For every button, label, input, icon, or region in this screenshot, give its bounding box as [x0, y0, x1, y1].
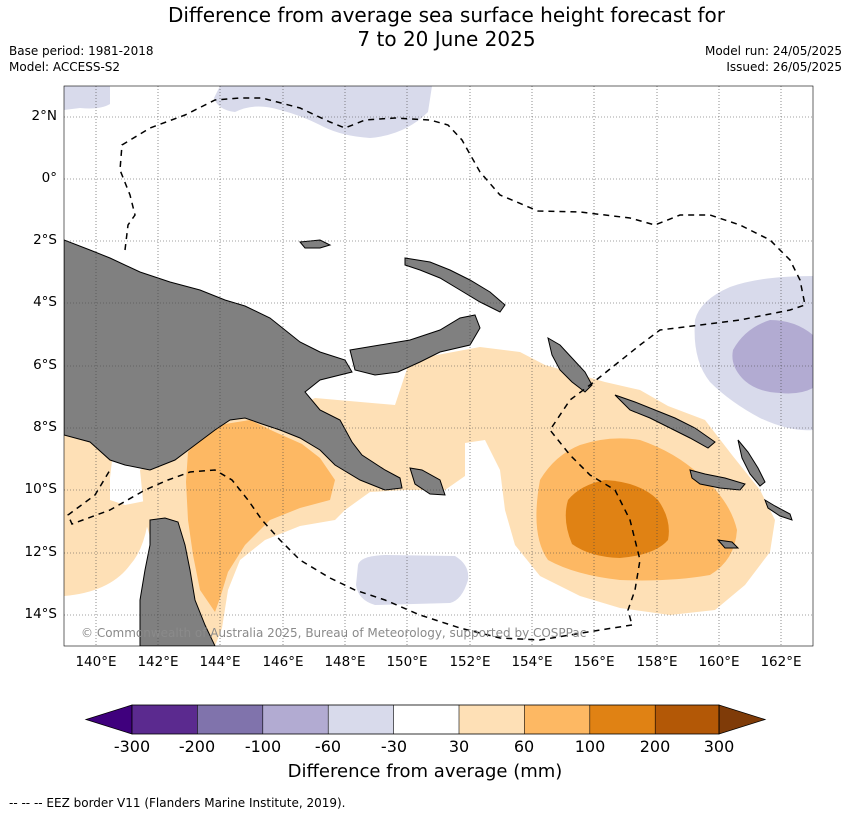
eez-border-png-north: [119, 97, 806, 626]
lat-label-10s: 10°S: [24, 481, 58, 497]
colorbar-segment-2: [197, 705, 263, 734]
lat-label-6s: 6°S: [33, 357, 57, 373]
colorbar-segment-7: [524, 705, 590, 734]
manus-island: [299, 239, 332, 249]
colorbar-label: 60: [513, 737, 535, 756]
colorbar-label: -300: [113, 737, 151, 756]
grid-lines: [64, 86, 813, 646]
colorbar-label: 300: [703, 737, 735, 756]
colorbar-segment-8: [589, 705, 656, 734]
colorbar-label: -200: [178, 737, 216, 756]
anomaly-negative-30-north: [64, 86, 110, 110]
base-period: Base period: 1981-2018: [9, 44, 154, 58]
colorbar-segment-4: [328, 705, 394, 734]
map-frame: [63, 85, 814, 647]
lat-label-8s: 8°S: [33, 419, 57, 435]
lon-label-158e: 158°E: [636, 654, 678, 670]
colorbar-label: -60: [314, 737, 342, 756]
model-run: Model run: 24/05/2025: [704, 44, 842, 58]
lat-label-4s: 4°S: [33, 294, 57, 310]
lat-label-2s: 2°S: [33, 232, 57, 248]
makira: [764, 498, 793, 521]
lon-label-156e: 156°E: [573, 654, 615, 670]
cape-york: [139, 517, 216, 646]
land-masses: [64, 239, 793, 646]
colorbar-segment-1: [132, 705, 198, 734]
model-name: Model: ACCESS-S2: [9, 60, 121, 74]
eez-legend: -- -- -- EEZ border V11 (Flanders Marine…: [9, 796, 346, 810]
title-line-1: Difference from average sea surface heig…: [167, 3, 726, 27]
anomaly-positive-100-east: [565, 480, 669, 558]
issued-date: Issued: 26/05/2025: [726, 60, 842, 74]
new-guinea: [64, 239, 403, 491]
lat-label-2n: 2°N: [31, 108, 57, 124]
malaita: [737, 439, 766, 487]
colorbar-segment-9: [655, 705, 719, 734]
negative-anomaly-regions: [64, 86, 813, 605]
new-britain: [349, 314, 481, 376]
lon-label-144e: 144°E: [199, 654, 241, 670]
colorbar-label: -100: [244, 737, 282, 756]
dentrecasteaux-islands: [409, 467, 446, 496]
meta-left: Base period: 1981-2018 Model: ACCESS-S2: [9, 43, 154, 75]
map-area: [64, 86, 813, 646]
colorbar-label: 30: [448, 737, 470, 756]
new-ireland: [404, 257, 506, 313]
bougainville: [547, 336, 593, 393]
lon-label-154e: 154°E: [511, 654, 553, 670]
lat-label-0: 0°: [41, 170, 57, 186]
lon-label-162e: 162°E: [760, 654, 802, 670]
colorbar-title: Difference from average (mm): [287, 761, 563, 782]
copyright-notice: © Commonwealth of Australia 2025, Bureau…: [81, 626, 587, 640]
lon-label-140e: 140°E: [75, 654, 117, 670]
lon-label-150e: 150°E: [386, 654, 428, 670]
colorbar-label: 200: [639, 737, 671, 756]
meta-right: Model run: 24/05/2025 Issued: 26/05/2025: [705, 43, 842, 75]
title-line-2: 7 to 20 June 2025: [357, 27, 536, 51]
santa-isabel: [614, 394, 716, 449]
colorbar-extend-high: [718, 704, 767, 735]
anomaly-negative-30-south: [356, 555, 469, 605]
colorbar-extend-low: [84, 704, 133, 735]
eez-border-png-south: [67, 469, 633, 641]
colorbar-label: -30: [380, 737, 408, 756]
colorbar-segment-3: [262, 705, 329, 734]
chart-title: Difference from average sea surface heig…: [0, 3, 850, 51]
rossel-island: [716, 539, 740, 549]
colorbar-segment-6: [459, 705, 525, 734]
colorbar-label: 100: [574, 737, 606, 756]
lon-label-160e: 160°E: [698, 654, 740, 670]
lat-label-12s: 12°S: [24, 544, 58, 560]
lon-label-142e: 142°E: [137, 654, 179, 670]
lon-label-152e: 152°E: [449, 654, 491, 670]
eez-border: [67, 97, 806, 641]
lon-label-146e: 146°E: [262, 654, 304, 670]
lat-label-14s: 14°S: [24, 606, 58, 622]
lon-label-148e: 148°E: [324, 654, 366, 670]
colorbar: [84, 704, 767, 735]
anomaly-positive-60-west: [186, 420, 335, 612]
anomaly-positive-30: [64, 426, 150, 596]
anomaly-negative-60-east: [732, 320, 813, 394]
colorbar-segment-5: [393, 705, 459, 734]
